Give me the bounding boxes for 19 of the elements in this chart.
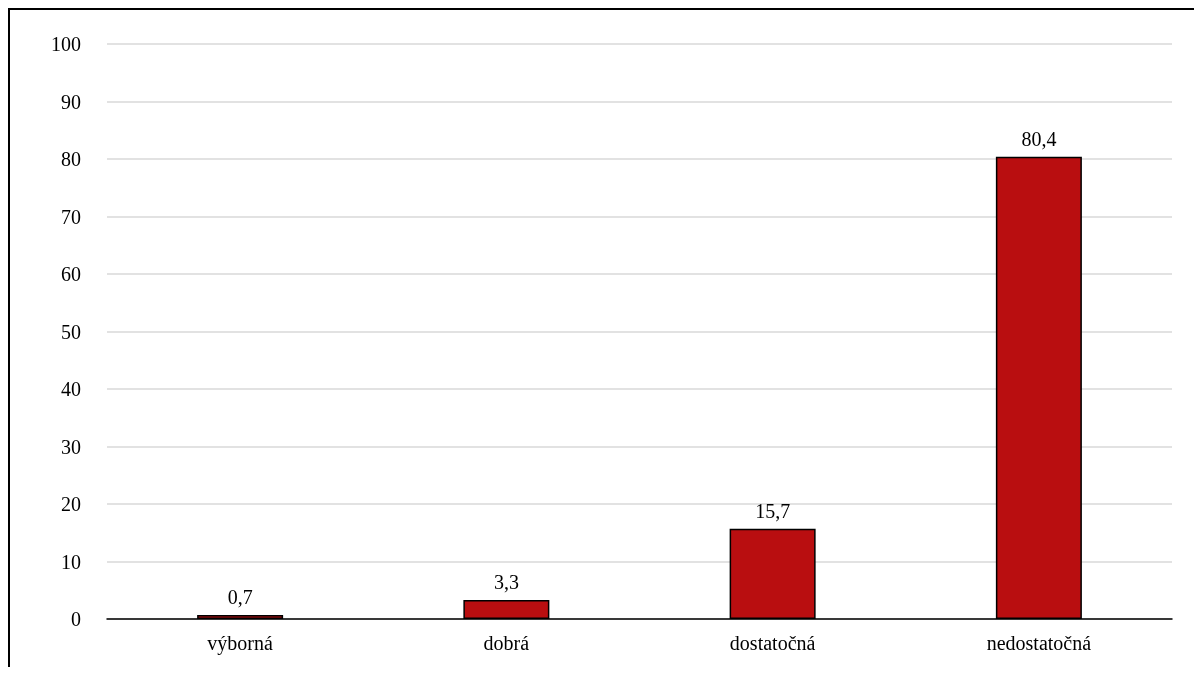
y-tick-label: 90 bbox=[61, 90, 81, 113]
y-tick-label: 10 bbox=[61, 550, 81, 573]
y-tick-label: 40 bbox=[61, 378, 81, 400]
y-tick-label: 0 bbox=[71, 608, 81, 630]
y-tick-label: 30 bbox=[61, 435, 81, 458]
x-tick-label: výborná bbox=[207, 632, 274, 655]
y-tick-label: 50 bbox=[61, 320, 81, 343]
x-tick-label: nedostatočná bbox=[986, 632, 1092, 654]
y-tick-label: 60 bbox=[61, 263, 81, 285]
y-tick-label: 80 bbox=[61, 148, 81, 170]
data-label: 3,3 bbox=[493, 571, 519, 594]
data-label: 80,4 bbox=[1021, 127, 1057, 150]
y-tick-label: 20 bbox=[61, 493, 81, 515]
y-tick-label: 70 bbox=[61, 205, 81, 228]
data-label: 15,7 bbox=[755, 499, 791, 522]
data-label: 0,7 bbox=[227, 585, 253, 608]
y-tick-label: 100 bbox=[51, 33, 81, 55]
x-tick-label: dostatočná bbox=[729, 632, 816, 654]
x-tick-label: dobrá bbox=[483, 632, 530, 654]
